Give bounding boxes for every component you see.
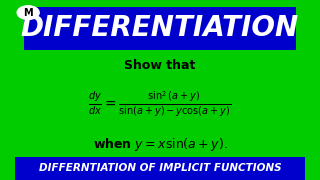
Text: DIFFERENTIATION: DIFFERENTIATION — [21, 14, 299, 42]
Text: Show that: Show that — [124, 59, 196, 72]
FancyBboxPatch shape — [15, 157, 305, 180]
Text: $\frac{dy}{dx} = \frac{\sin^2(a + y)}{\sin(a + y) - y\cos(a + y)}$: $\frac{dy}{dx} = \frac{\sin^2(a + y)}{\s… — [89, 90, 231, 119]
Text: M: M — [23, 8, 33, 18]
FancyBboxPatch shape — [24, 7, 296, 50]
Circle shape — [17, 6, 39, 19]
Text: DIFFERNTIATION OF IMPLICIT FUNCTIONS: DIFFERNTIATION OF IMPLICIT FUNCTIONS — [39, 163, 281, 173]
Text: $\mathbf{when}\ y = x\sin(a + y).$: $\mathbf{when}\ y = x\sin(a + y).$ — [93, 136, 227, 153]
